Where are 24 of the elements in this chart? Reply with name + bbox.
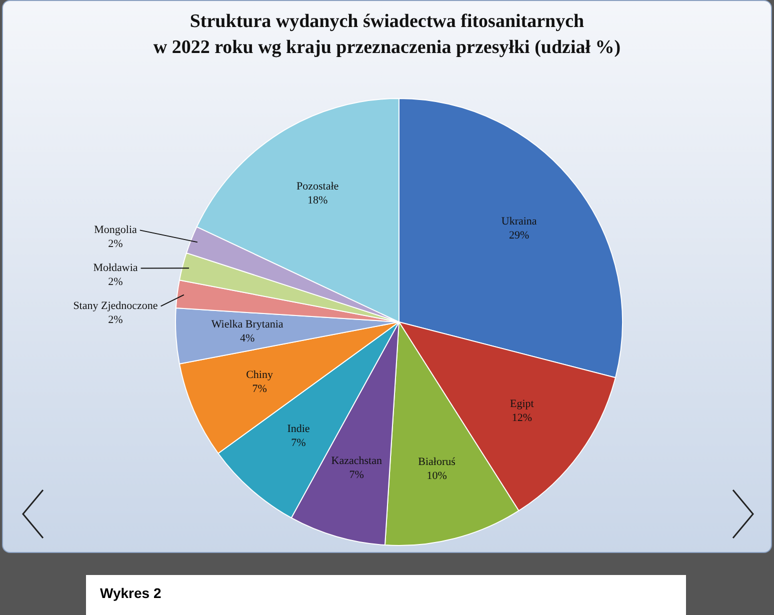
slice-label: Stany Zjednoczone: [73, 300, 158, 312]
slice-label: Mongolia: [94, 224, 137, 236]
data-label: 7%: [291, 436, 306, 449]
data-label: 2%: [108, 276, 123, 288]
chart-title: Struktura wydanych świadectwa fitosanitarnych w 2022 roku wg kraju przeznaczenia przesyłki (udział %): [152, 10, 622, 60]
slice-label: Ukraina: [501, 216, 537, 228]
data-label: 7%: [349, 468, 364, 481]
slice-label: Pozostałe: [296, 180, 339, 193]
slice-label: Indie: [287, 422, 310, 435]
slice-label: Kazachstan: [331, 454, 382, 467]
slice-label: Egipt: [510, 398, 534, 410]
slice-label: Chiny: [246, 369, 274, 382]
data-label: 29%: [509, 230, 530, 242]
data-label: 18%: [307, 194, 328, 207]
data-label: 2%: [108, 314, 123, 326]
slice-label: Białoruś: [418, 456, 456, 468]
slice-label: Mołdawia: [93, 262, 138, 274]
data-label: 10%: [426, 470, 447, 482]
text: Wykres 2: [100, 585, 162, 601]
data-label: 4%: [240, 332, 255, 344]
data-label: 2%: [108, 238, 123, 250]
slice-label: Wielka Brytania: [211, 318, 284, 330]
data-label: 7%: [252, 383, 267, 396]
data-label: 12%: [512, 412, 532, 424]
